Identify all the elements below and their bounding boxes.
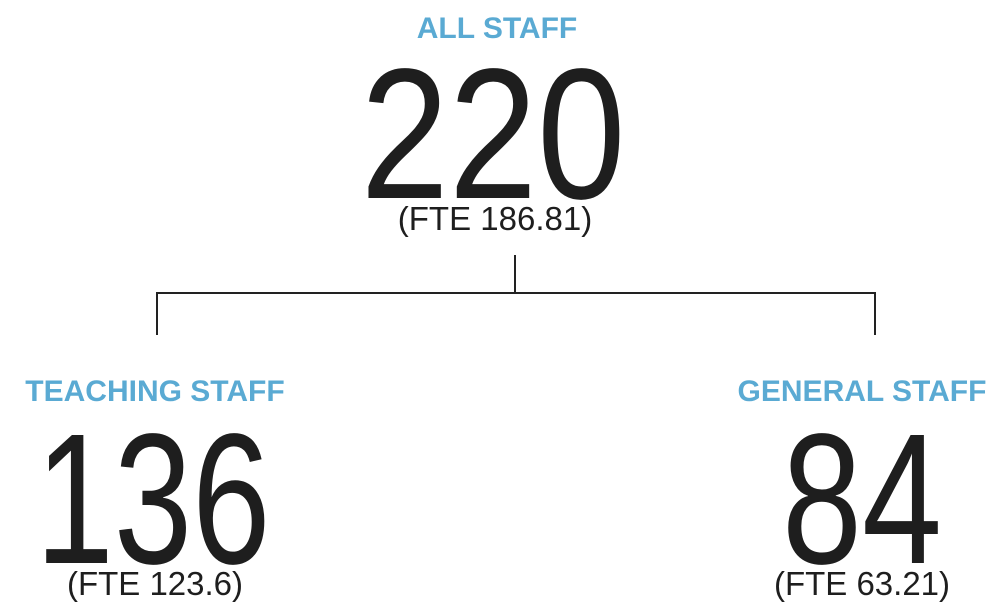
node-label: TEACHING STAFF: [25, 375, 284, 408]
node-value: 220: [361, 31, 626, 238]
node-fte: (FTE 186.81): [398, 200, 592, 237]
node-value: 84: [782, 396, 942, 603]
node-fte: (FTE 63.21): [774, 565, 950, 602]
node-label: ALL STAFF: [417, 12, 578, 45]
node-fte: (FTE 123.6): [67, 565, 243, 602]
node-value: 136: [36, 396, 271, 603]
node-label: GENERAL STAFF: [738, 375, 987, 408]
